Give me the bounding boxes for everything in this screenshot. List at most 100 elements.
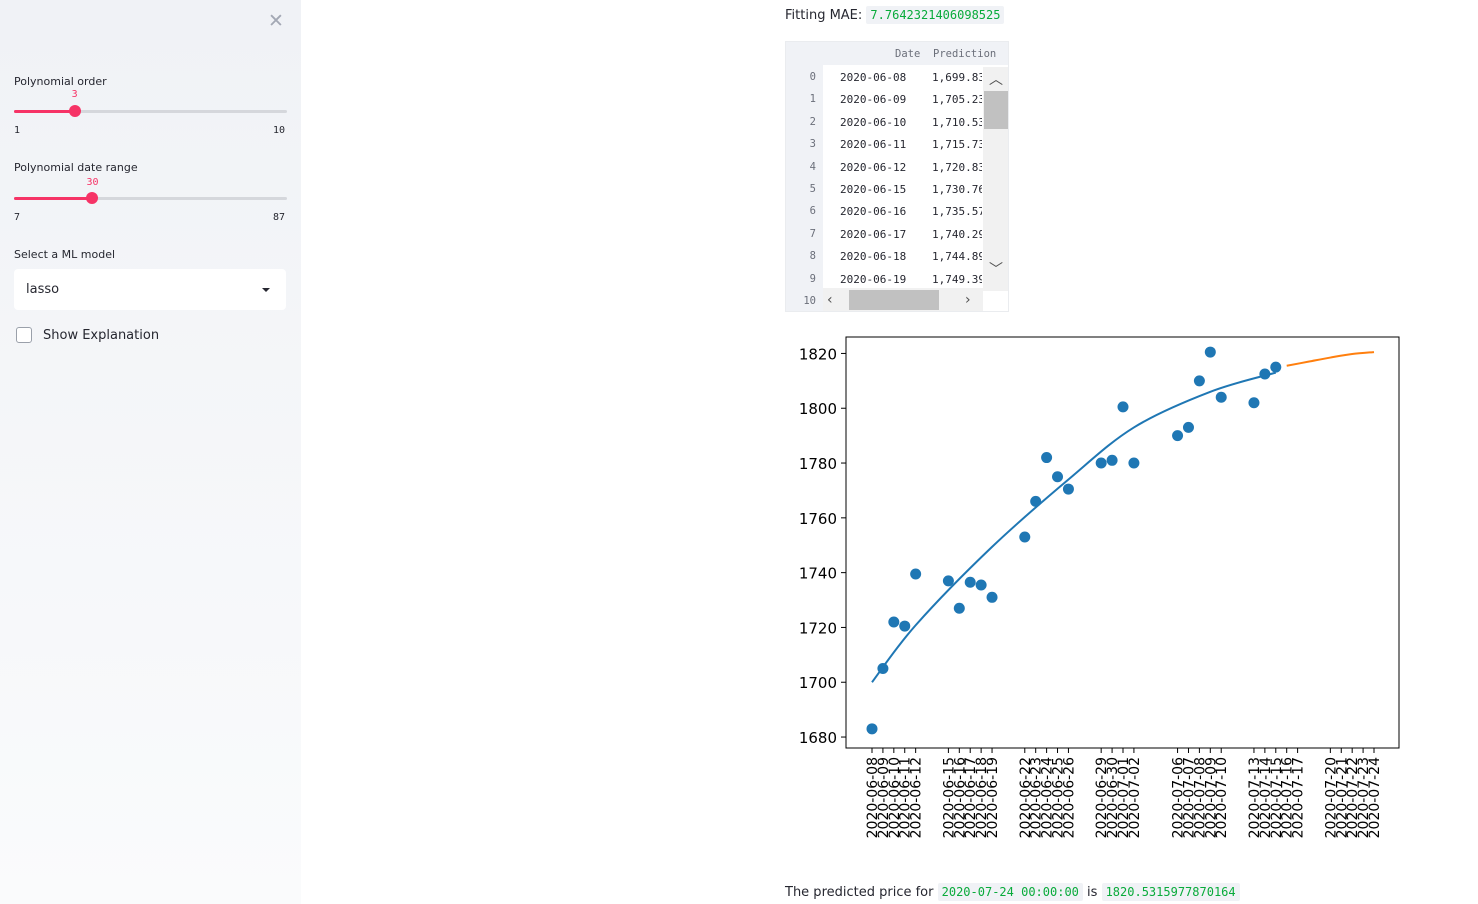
y-tick-label: 1760 — [799, 510, 837, 528]
scroll-down-icon[interactable]: ﹀ — [989, 262, 1003, 278]
table-row-index: 0 — [809, 71, 816, 83]
prediction-table[interactable]: Date Prediction 0 2020-06-08 1,699.83 1 2020… — [785, 41, 1009, 312]
x-tick-label: 2020-07-23 — [1356, 757, 1372, 838]
table-cell-date[interactable]: 2020-06-18 — [840, 250, 907, 264]
x-tick-label: 2020-07-16 — [1280, 757, 1296, 838]
poly-order-min: 1 — [14, 125, 21, 136]
price-chart: 1680 1700 1720 1740 1760 1780 1800 1820 2020-06… — [799, 336, 1400, 838]
date-range-slider-thumb[interactable] — [86, 192, 99, 204]
date-range-slider[interactable]: 30 — [14, 177, 287, 204]
prediction-is: is — [1087, 885, 1098, 900]
x-tick-label: 2020-07-07 — [1181, 757, 1197, 838]
table-cell-prediction[interactable]: 1,735.57 — [932, 205, 982, 219]
y-tick-label: 1700 — [799, 674, 837, 692]
table-cell-prediction[interactable]: 1,749.39 — [932, 272, 982, 286]
x-tick-label: 2020-06-09 — [876, 757, 892, 838]
data-point — [1248, 397, 1260, 409]
column-header-prediction[interactable]: Prediction — [933, 48, 997, 60]
table-cell-date[interactable]: 2020-06-16 — [840, 205, 907, 219]
scroll-up-icon[interactable]: ︿ — [989, 72, 1003, 88]
data-point — [1193, 375, 1205, 387]
table-cell-date[interactable]: 2020-06-12 — [840, 160, 907, 174]
table-row-index: 9 — [809, 272, 816, 285]
x-tick-label: 2020-07-14 — [1258, 757, 1274, 838]
table-cell-date[interactable]: 2020-06-10 — [840, 115, 907, 129]
data-point — [964, 576, 976, 588]
x-tick-label: 2020-07-06 — [1171, 757, 1187, 838]
poly-order-slider[interactable]: 3 — [14, 89, 287, 117]
y-tick-label: 1740 — [799, 565, 837, 583]
x-tick-label: 2020-06-30 — [1105, 757, 1121, 838]
poly-order-slider-thumb[interactable] — [68, 105, 81, 117]
mae-label: Fitting MAE: — [785, 8, 863, 23]
table-vertical-scroll-thumb[interactable] — [984, 91, 1008, 129]
table-row-index: 2 — [809, 115, 816, 128]
table-cell-prediction[interactable]: 1,710.53 — [932, 115, 982, 129]
x-tick-label: 2020-07-10 — [1214, 757, 1230, 838]
table-cell-date[interactable]: 2020-06-08 — [840, 71, 907, 84]
table-cell-date[interactable]: 2020-06-11 — [840, 138, 907, 152]
table-cell-date[interactable]: 2020-06-15 — [840, 183, 907, 196]
x-tick-label: 2020-07-17 — [1291, 757, 1307, 838]
table-cell-prediction[interactable]: 1,699.83 — [932, 71, 982, 84]
x-tick-label: 2020-06-15 — [941, 757, 957, 838]
table-row-index: 4 — [809, 160, 816, 173]
table-cell-prediction[interactable]: 1,715.73 — [932, 138, 982, 152]
poly-order-slider-fill — [14, 110, 75, 113]
table-row-index: 3 — [809, 138, 816, 151]
y-tick-label: 1720 — [799, 619, 837, 637]
show-explanation-label[interactable]: Show Explanation — [43, 328, 160, 343]
y-tick-label: 1820 — [799, 345, 837, 363]
table-horizontal-scrollbar[interactable]: ‹ › — [823, 288, 983, 311]
table-cell-prediction[interactable]: 1,720.83 — [932, 160, 982, 174]
model-select-value: lasso — [26, 282, 60, 297]
data-point — [975, 579, 987, 591]
table-cell-date[interactable]: 2020-06-17 — [840, 227, 907, 241]
prediction-value: 1820.5315977870164 — [1101, 883, 1240, 901]
model-select[interactable]: lasso — [14, 269, 286, 310]
table-cell-prediction[interactable]: 1,744.89 — [932, 250, 982, 264]
data-point — [1052, 471, 1064, 483]
date-range-max: 87 — [273, 212, 286, 223]
x-tick-label: 2020-07-02 — [1127, 757, 1143, 838]
table-cell-date[interactable]: 2020-06-19 — [840, 272, 907, 286]
x-tick-label: 2020-06-24 — [1040, 757, 1056, 838]
table-row-index: 8 — [809, 250, 816, 263]
table-row-index: 7 — [809, 227, 816, 240]
data-point — [1062, 483, 1074, 495]
table-row-index: 1 — [809, 93, 816, 106]
data-point — [1095, 457, 1107, 469]
y-tick-label: 1780 — [799, 455, 837, 473]
data-point — [1215, 391, 1227, 403]
column-header-date[interactable]: Date — [895, 48, 921, 60]
table-cell-prediction[interactable]: 1,705.23 — [932, 93, 982, 107]
date-range-min: 7 — [14, 212, 21, 223]
data-point — [1259, 368, 1271, 380]
x-tick-label: 2020-06-08 — [865, 757, 881, 838]
table-row-index: 5 — [809, 183, 816, 195]
table-cell-prediction[interactable]: 1,730.76 — [932, 183, 982, 196]
show-explanation-checkbox[interactable] — [16, 327, 32, 343]
scroll-right-icon[interactable]: › — [965, 292, 971, 308]
date-range-value: 30 — [86, 177, 99, 188]
close-icon[interactable]: ✕ — [268, 10, 284, 32]
data-point — [888, 616, 900, 628]
table-horizontal-scroll-thumb[interactable] — [849, 290, 939, 310]
data-point — [1204, 346, 1216, 358]
chevron-down-icon — [262, 288, 270, 292]
data-point — [877, 663, 889, 675]
x-tick-label: 2020-06-17 — [963, 757, 979, 838]
table-vertical-scrollbar[interactable]: ︿ ﹀ — [983, 67, 1008, 291]
data-point — [1106, 454, 1118, 466]
data-point — [1041, 452, 1053, 464]
plot-area — [845, 336, 1400, 749]
fit-line — [871, 371, 1277, 683]
data-point — [866, 723, 878, 735]
table-cell-date[interactable]: 2020-06-09 — [840, 93, 907, 107]
scroll-left-icon[interactable]: ‹ — [827, 292, 833, 308]
table-row-index: 6 — [809, 205, 816, 218]
x-tick-label: 2020-06-11 — [898, 757, 914, 838]
table-cell-prediction[interactable]: 1,740.29 — [932, 227, 982, 241]
data-point — [1270, 361, 1282, 373]
prediction-line: The predicted price for 2020-07-24 00:00… — [785, 883, 1240, 901]
